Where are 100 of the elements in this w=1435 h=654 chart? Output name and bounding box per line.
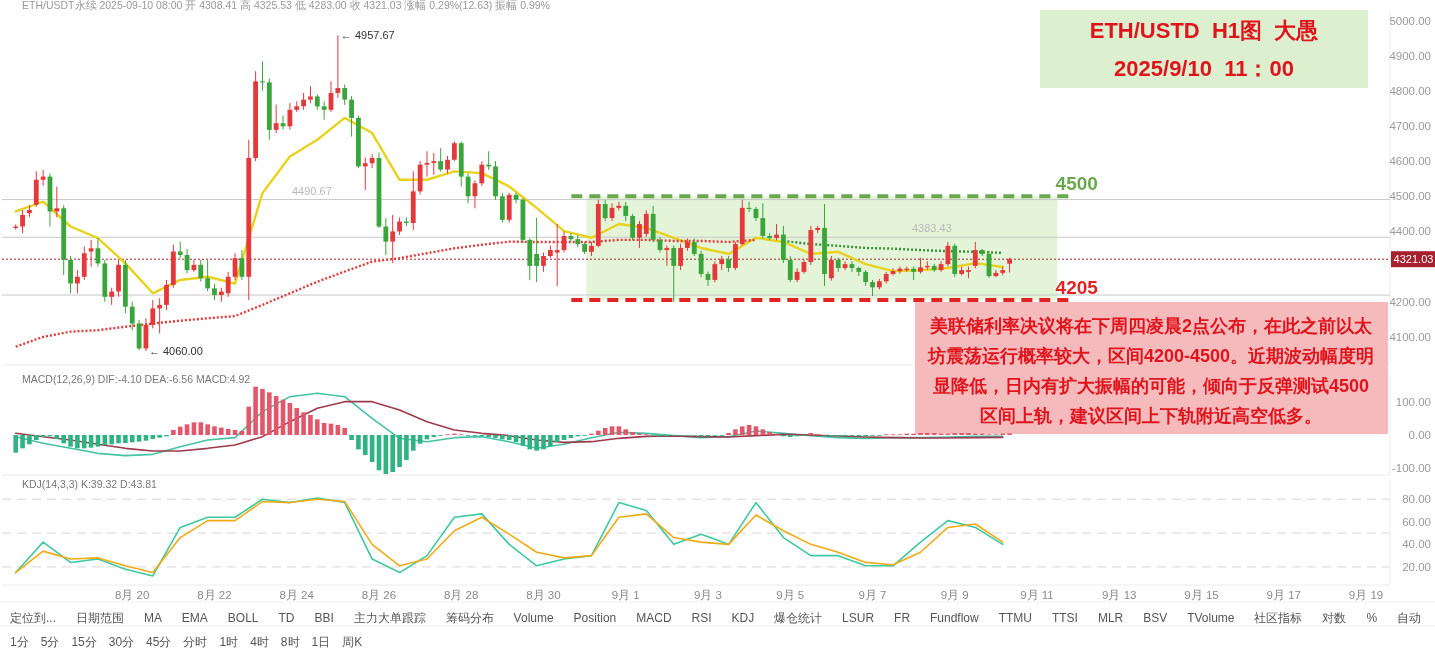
text: EMA [181, 611, 208, 625]
y-tick-label: -100.00 [1391, 462, 1431, 475]
y-tick-label: 4600.00 [1389, 155, 1431, 168]
bar [68, 435, 73, 447]
text: Fundflow [930, 611, 980, 625]
x-tick-label: 9月 17 [1266, 589, 1301, 601]
candlestick [20, 209, 25, 234]
candlestick [40, 169, 46, 187]
bar [267, 392, 272, 435]
candlestick [54, 185, 60, 218]
text: BSV [1143, 611, 1168, 625]
candlestick [88, 239, 94, 268]
ref-line-label: 4490.67 [292, 184, 332, 197]
candlestick [890, 267, 896, 276]
candlestick [81, 246, 87, 281]
annotation: ← 4060.00 [148, 344, 203, 357]
candlestick [205, 259, 211, 292]
candlestick [479, 160, 485, 187]
text: 1时 [219, 635, 239, 649]
bar [61, 435, 66, 444]
candlestick [150, 299, 156, 329]
text: 4时 [250, 635, 269, 649]
bar [109, 435, 114, 445]
candlestick [541, 252, 546, 273]
bar [123, 435, 128, 443]
text: % [1366, 611, 1378, 625]
candlestick [733, 241, 738, 271]
candlestick [602, 199, 608, 222]
bar [246, 406, 252, 435]
candlestick [671, 245, 677, 303]
bar [198, 422, 204, 435]
annotation: ETH/USDT永续 2025-09-10 08:00 开 4308.41 高 4325.53 低 4283.00 收 4321.03 涨幅 0.29%(12.63) 振幅 0.99% [22, 0, 550, 11]
bar [767, 432, 772, 435]
text: FR [894, 611, 911, 625]
bar [527, 435, 533, 450]
bar [596, 430, 601, 435]
x-tick-label: 9月 13 [1102, 589, 1137, 601]
bar [417, 435, 423, 444]
bar [212, 426, 217, 435]
text: 主力大单跟踪 [353, 611, 426, 625]
bar [541, 435, 546, 450]
y-tick-label: 4100.00 [1389, 330, 1431, 343]
candlestick [75, 269, 80, 294]
y-tick-label: 40.00 [1402, 538, 1431, 551]
bar [116, 435, 121, 444]
bar [205, 424, 210, 435]
candlestick [198, 259, 204, 283]
text: 15分 [71, 635, 97, 649]
bar [150, 435, 156, 439]
text: 筹码分布 [445, 611, 494, 625]
candlestick [362, 157, 368, 191]
candlestick [438, 147, 444, 173]
bar [13, 435, 19, 453]
bar [390, 435, 395, 472]
bar [623, 429, 629, 435]
text: BOLL [227, 611, 259, 625]
x-tick-label: 8月 28 [444, 589, 479, 601]
candlestick [260, 60, 265, 92]
bar [500, 435, 505, 440]
bar [88, 435, 94, 448]
text: MA [143, 611, 162, 625]
x-tick-label: 9月 9 [940, 589, 969, 601]
candlestick [678, 243, 683, 271]
candlestick [643, 209, 649, 238]
text: 2025/9/10 11：00 [1114, 56, 1294, 81]
x-tick-label: 9月 11 [1020, 589, 1054, 601]
y-tick-label: 4500.00 [1389, 190, 1431, 203]
y-tick-label: 4800.00 [1389, 84, 1431, 97]
x-tick-label: 8月 20 [115, 589, 150, 601]
bar [33, 435, 39, 440]
bar [493, 435, 498, 438]
x-tick-label: 8月 26 [361, 589, 397, 601]
candlestick [383, 217, 389, 256]
ref-line-label: 4321.03 [1393, 253, 1434, 266]
bar [177, 426, 183, 435]
candlestick [369, 153, 375, 169]
bar [253, 386, 258, 435]
bar [27, 435, 32, 445]
text: 对数 [1322, 611, 1347, 625]
bar [739, 426, 745, 435]
text: 日期范围 [75, 611, 124, 625]
annotation: KDJ(14,3,3) K:39.32 D:43.81 [22, 478, 157, 490]
bar [554, 435, 560, 442]
bar [404, 435, 409, 460]
bar [356, 435, 361, 450]
annotation: MACD(12,26,9) DIF:-4.10 DEA:-6.56 MACD:4.92 [22, 373, 251, 385]
candlestick [424, 150, 430, 178]
candlestick [164, 279, 169, 311]
bar [294, 408, 300, 435]
candlestick [225, 271, 231, 298]
text: BBI [314, 611, 334, 625]
text: MACD [636, 611, 672, 625]
candlestick [698, 250, 704, 278]
x-tick-label: 9月 15 [1184, 589, 1219, 601]
text: Volume [513, 611, 554, 625]
bar [630, 432, 635, 435]
text: 5分 [40, 635, 60, 649]
text: TTSI [1051, 611, 1078, 625]
annotation: 美联储利率决议将在下周四凌晨2点公布，在此之前以太坊震荡运行概率较大，区间4200-4500。近期波动幅度明显降低，日内有扩大振幅的可能，倾向于反弹测试4500区间上轨，建议区间上下轨附近高空低多。 [926, 316, 1375, 426]
bar [753, 426, 759, 435]
